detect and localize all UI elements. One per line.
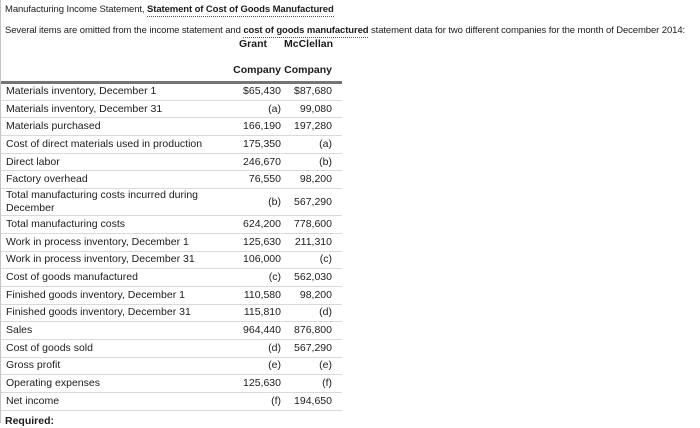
statement-table-body: Materials inventory, December 1 $65,430 $8… [1,82,342,411]
row-label: Work in process inventory, December 1 [1,233,211,252]
intro-paragraph: Several items are omitted from the incom… [1,25,700,38]
table-row: Direct labor 246,670 (b) [1,153,342,172]
table-row: Gross profit (e) (e) [1,357,342,376]
title-prefix: Manufacturing Income Statement, [5,4,148,15]
table-row: Cost of goods manufactured (c) 562,030 [1,268,342,287]
mcclellan-value: 876,800 [281,321,342,340]
table-row: Cost of goods sold (d) 567,290 [1,339,342,358]
row-label: Cost of direct materials used in product… [1,135,211,154]
grant-value: (c) [211,268,281,287]
grant-value: 106,000 [211,251,281,270]
title-glossary-term[interactable]: Statement of Cost of Goods Manufactured [147,4,334,17]
row-label: Materials inventory, December 31 [1,100,211,119]
mcclellan-value: $87,680 [281,82,342,101]
page-title: Manufacturing Income Statement, Statemen… [1,0,700,17]
required-label: Required: [5,414,55,427]
mcclellan-value: 98,200 [281,170,342,190]
table-row: Factory overhead 76,550 98,200 [1,170,342,190]
row-label: Cost of goods manufactured [1,268,211,287]
table-row: Operating expenses 125,630 (f) [1,374,342,393]
grant-value: 125,630 [211,374,281,393]
mcclellan-value: (b) [281,153,342,172]
grant-value: (a) [211,100,281,119]
mcclellan-value: 567,290 [281,339,342,358]
income-statement-table: Grant Company McClellan Company Material… [1,38,342,411]
row-label: Net income [1,392,211,411]
row-label: Total manufacturing costs incurred durin… [1,188,211,217]
mcclellan-value: 98,200 [281,286,342,305]
mcclellan-value: (a) [281,135,342,154]
grant-company-name: Grant [238,38,267,50]
table-header: Grant Company McClellan Company [1,38,342,84]
table-row: Finished goods inventory, December 31 115… [1,304,342,323]
row-label: Total manufacturing costs [1,215,211,234]
mcclellan-company-word: Company [284,64,332,76]
table-row: Work in process inventory, December 31 10… [1,251,342,270]
mcclellan-value: 194,650 [281,392,342,411]
mcclellan-value: (f) [281,374,342,393]
mcclellan-value: 211,310 [281,233,342,252]
grant-value: 115,810 [211,304,281,323]
grant-value: (d) [211,339,281,358]
mcclellan-company-name: McClellan [283,38,333,50]
table-row: Materials purchased 166,190 197,280 [1,117,342,137]
grant-value: $65,430 [211,82,281,101]
grant-value: 166,190 [211,117,281,137]
table-row: Net income (f) 194,650 [1,392,342,411]
grant-company-word: Company [233,64,281,76]
mcclellan-value: 562,030 [281,268,342,287]
row-label: Sales [1,321,211,340]
table-row: Materials inventory, December 31 (a) 99,08… [1,100,342,119]
mcclellan-value: 197,280 [281,117,342,137]
mcclellan-value: (c) [281,251,342,270]
row-label: Finished goods inventory, December 1 [1,286,211,305]
grant-value: 964,440 [211,321,281,340]
empty-header-cell [1,38,211,84]
table-row: Finished goods inventory, December 1 110,… [1,286,342,305]
row-label: Gross profit [1,357,211,376]
row-label: Materials purchased [1,117,211,137]
row-label: Cost of goods sold [1,339,211,358]
table-row: Materials inventory, December 1 $65,430 $8… [1,82,342,101]
row-label: Factory overhead [1,170,211,190]
row-label: Materials inventory, December 1 [1,82,211,101]
column-header-mcclellan: McClellan Company [281,38,342,84]
intro-after: statement data for two different compani… [368,25,686,36]
table-row: Cost of direct materials used in product… [1,135,342,154]
grant-value: 246,670 [211,153,281,172]
intro-before: Several items are omitted from the incom… [5,25,244,36]
row-label: Work in process inventory, December 31 [1,251,211,270]
grant-value: (b) [211,188,281,217]
mcclellan-value: 567,290 [281,188,342,217]
grant-value: 110,580 [211,286,281,305]
mcclellan-value: (e) [281,357,342,376]
mcclellan-value: 99,080 [281,100,342,119]
row-label: Direct labor [1,153,211,172]
mcclellan-value: 778,600 [281,215,342,234]
table-row: Total manufacturing costs 624,200 778,600 [1,215,342,234]
header-row: Grant Company McClellan Company [1,38,342,84]
grant-value: 76,550 [211,170,281,190]
column-header-grant: Grant Company [211,38,281,84]
grant-value: (f) [211,392,281,411]
grant-value: 624,200 [211,215,281,234]
grant-value: 175,350 [211,135,281,154]
table-row: Work in process inventory, December 1 125… [1,233,342,252]
row-label: Operating expenses [1,374,211,393]
table-row: Total manufacturing costs incurred durin… [1,188,342,217]
grant-value: 125,630 [211,233,281,252]
row-label: Finished goods inventory, December 31 [1,304,211,323]
intro-glossary-term[interactable]: cost of goods manufactured [243,25,369,38]
grant-value: (e) [211,357,281,376]
table-row: Sales 964,440 876,800 [1,321,342,340]
mcclellan-value: (d) [281,304,342,323]
